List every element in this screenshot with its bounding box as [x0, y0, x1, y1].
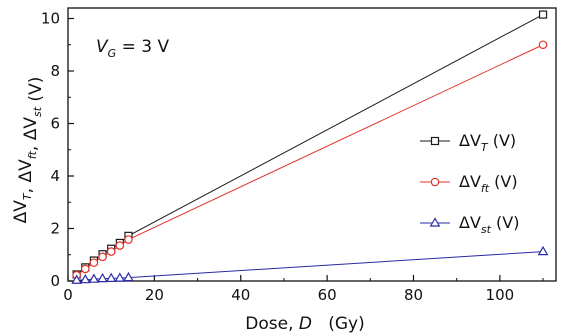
legend-marker: [429, 217, 441, 227]
legend-item-st: ΔVst (V): [420, 213, 519, 236]
y-tick-label: 0: [50, 272, 60, 290]
legend-label: ΔVT (V): [459, 131, 516, 154]
x-tick-label: 100: [486, 286, 515, 304]
annotation-sub: G: [108, 47, 117, 60]
legend-item-T: ΔVT (V): [420, 131, 516, 154]
data-point-ft: [115, 241, 125, 250]
x-tick-label: 80: [404, 286, 423, 304]
x-axis-label-var: D: [299, 314, 312, 334]
data-point-T: [538, 10, 548, 19]
y-tick-label: 4: [50, 167, 60, 185]
series-layer: [71, 10, 549, 284]
x-tick-label: 40: [231, 286, 250, 304]
legend-item-ft: ΔVft (V): [420, 172, 518, 195]
x-tick-label: 60: [318, 286, 337, 304]
y-label-sub: ft: [26, 150, 39, 159]
data-point-st: [105, 272, 117, 282]
y-tick-label: 8: [50, 62, 60, 80]
legend-label: ΔVft (V): [459, 172, 518, 195]
y-label-sub: st: [31, 106, 44, 117]
data-point-ft: [80, 264, 90, 274]
annotation-prefix: V: [96, 37, 109, 57]
series-st: [71, 245, 549, 284]
x-tick-label: 0: [63, 286, 73, 304]
x-axis-label-unit: (Gy): [312, 314, 365, 334]
y-label-var: ΔV: [11, 200, 31, 224]
series-line-ft: [76, 44, 544, 276]
y-label-sep: ,: [16, 183, 36, 194]
y-label-var: ΔV: [21, 117, 41, 141]
y-tick-label: 6: [50, 115, 60, 133]
x-axis-label: Dose, D (Gy): [245, 314, 364, 334]
data-point-ft: [538, 40, 548, 50]
legend-marker: [430, 136, 440, 146]
data-point-st: [79, 273, 91, 284]
series-ft: [72, 40, 548, 280]
data-point-st: [123, 271, 134, 282]
plot-area: [67, 7, 557, 282]
y-label-sub: T: [21, 192, 34, 200]
data-point-ft: [106, 247, 116, 256]
annotation-suffix: = 3 V: [116, 37, 169, 57]
data-point-ft: [98, 252, 107, 262]
data-point-st: [88, 273, 100, 283]
data-point-ft: [124, 235, 133, 244]
x-tick-label: 20: [145, 286, 164, 304]
y-label-sep: ,: [21, 140, 41, 151]
gate-voltage-annotation: VG = 3 V: [96, 37, 169, 60]
y-tick-label: 2: [50, 220, 60, 238]
data-point-st: [97, 272, 108, 283]
legend-marker: [430, 177, 440, 187]
data-point-st: [114, 272, 126, 282]
legend-label: ΔVst (V): [459, 213, 519, 236]
y-label-var: ΔV: [16, 159, 36, 183]
series-line-st: [76, 251, 544, 281]
data-point-st: [71, 274, 82, 284]
plot-border: [67, 7, 557, 282]
data-point-ft: [89, 258, 99, 267]
x-axis-label-text: Dose,: [245, 314, 299, 334]
data-point-st: [537, 245, 549, 256]
y-axis-label: ΔVT, ΔVft, ΔVst (V): [11, 77, 46, 224]
y-label-sep: (V): [26, 77, 46, 107]
y-tick-label: 10: [41, 10, 60, 28]
legend: ΔVT (V) ΔVft (V) ΔVst (V): [420, 131, 519, 236]
